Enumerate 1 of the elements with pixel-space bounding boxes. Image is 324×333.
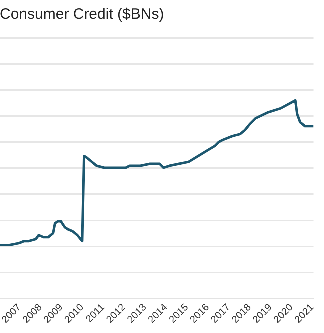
chart-title: Consumer Credit ($BNs) <box>0 6 164 24</box>
